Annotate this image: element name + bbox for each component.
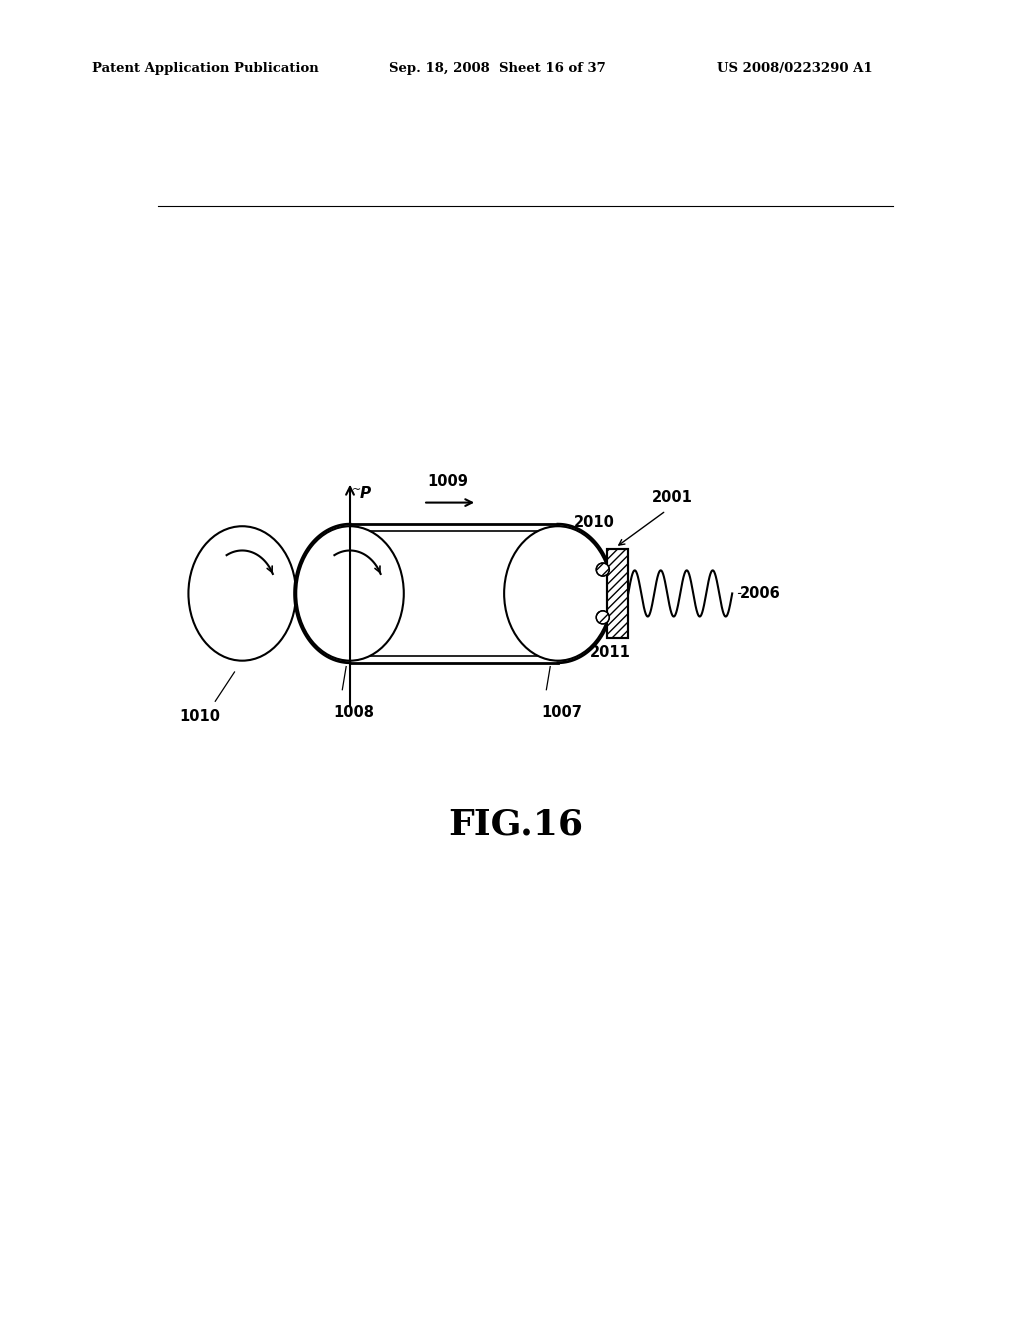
Ellipse shape xyxy=(188,527,296,661)
Text: 1007: 1007 xyxy=(542,705,583,721)
Polygon shape xyxy=(301,531,606,656)
Text: 1010: 1010 xyxy=(179,709,220,723)
Ellipse shape xyxy=(504,527,611,661)
Text: 2011: 2011 xyxy=(590,645,631,660)
Ellipse shape xyxy=(296,527,403,661)
Text: ~: ~ xyxy=(351,484,360,495)
Text: 1008: 1008 xyxy=(334,705,375,721)
Text: Sep. 18, 2008  Sheet 16 of 37: Sep. 18, 2008 Sheet 16 of 37 xyxy=(389,62,606,75)
Circle shape xyxy=(596,564,609,576)
Circle shape xyxy=(596,611,609,624)
Text: 2006: 2006 xyxy=(740,586,780,601)
Text: 2010: 2010 xyxy=(574,515,615,529)
Text: 1009: 1009 xyxy=(427,474,468,488)
Text: FIG.16: FIG.16 xyxy=(447,808,583,841)
Text: US 2008/0223290 A1: US 2008/0223290 A1 xyxy=(717,62,872,75)
Bar xyxy=(606,549,629,638)
Bar xyxy=(606,549,629,638)
Text: Patent Application Publication: Patent Application Publication xyxy=(92,62,318,75)
Text: 2001: 2001 xyxy=(651,490,692,504)
Text: P: P xyxy=(360,486,371,500)
